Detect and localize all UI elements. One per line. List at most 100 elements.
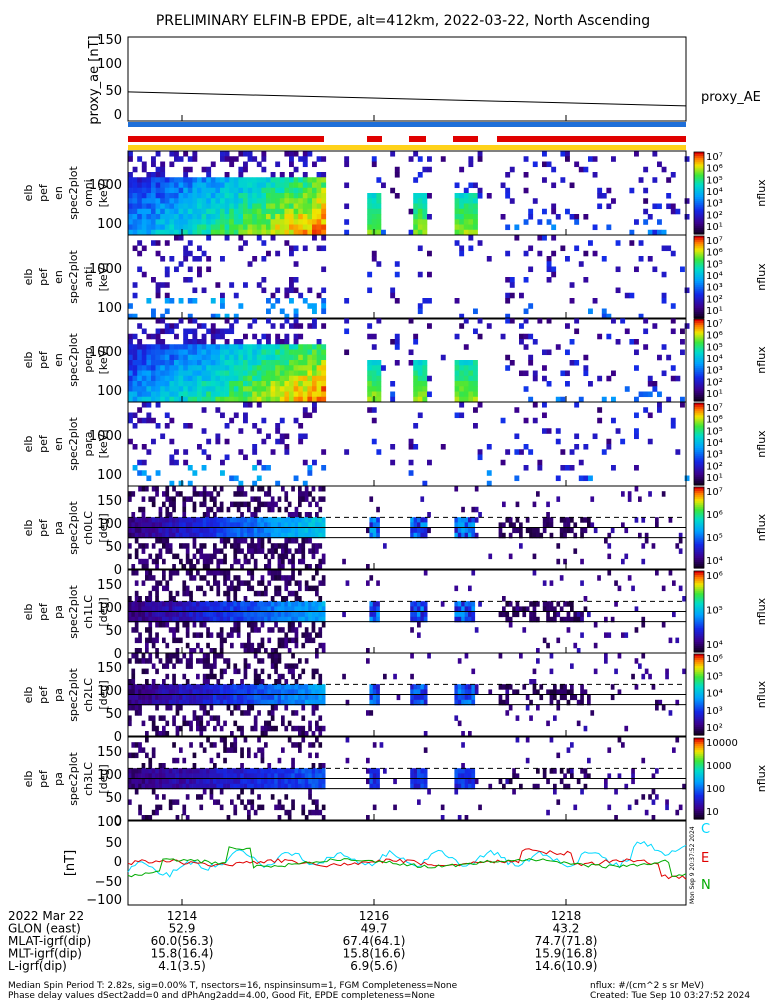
- mag-trace-c: [127, 841, 687, 878]
- mag-legend-n: N: [701, 878, 711, 893]
- pa-ytick: 50: [105, 540, 122, 555]
- pa-panel-3: 150 100 50 0 elb pef pa spec2plot ch3LC [deg] 1000…: [22, 736, 768, 829]
- status-bars: [128, 122, 686, 150]
- spec-2-cbar-tick: 10⁴: [706, 354, 723, 365]
- pa-0-cbar-tick: 10⁷: [706, 487, 723, 498]
- pa-3-cbar-tick: 1000: [706, 761, 731, 772]
- magnetic-field-panel: 100 50 0 −50 −100 [nT] C E N Mon Sep 9 2…: [63, 815, 711, 908]
- pa-ylabel-line: [deg]: [97, 764, 110, 793]
- spec-3-cbar-tick: 10¹: [706, 473, 723, 484]
- creation-stamp: Mon Sep 9 20:37:52 2024: [689, 826, 696, 904]
- pa-ylabel-line: pef: [37, 602, 50, 621]
- pa-ylabel-line: ch1LC: [82, 595, 95, 629]
- pa-ylabel-line: spec2plot: [67, 668, 80, 722]
- spec-2-cbar-tick: 10⁶: [706, 331, 723, 342]
- spec-ytick: 1000: [89, 429, 122, 444]
- spec-ylabel-line: perp: [82, 347, 95, 372]
- spec-0-cbar-tick: 10²: [706, 210, 723, 221]
- pa-ytick: 0: [114, 563, 122, 578]
- spec-ylabel-line: en: [52, 270, 65, 284]
- spec-0-cbar-tick: 10⁵: [706, 175, 723, 186]
- spec-0-cbar-tick: 10⁴: [706, 187, 723, 198]
- pa-2-cbar-tick: 10²: [706, 723, 723, 734]
- pa-ytick: 50: [105, 707, 122, 722]
- spec-ylabel-line: [keV]: [97, 430, 110, 459]
- spec-ylabel-line: spec2plot: [67, 417, 80, 471]
- spec-ylabel-line: elb: [22, 185, 35, 202]
- pa-2-cbar-tick: 10⁶: [706, 654, 723, 665]
- ephem-value: 15.8(16.6): [343, 947, 406, 961]
- ephem-value: 1218: [551, 909, 582, 923]
- spec-ylabel-line: elb: [22, 269, 35, 286]
- pa-3-cbar-tick: 100: [706, 784, 725, 795]
- ephemeris-table: 2022 Mar 22 1214 1216 1218 GLON (east) 52.9 49…: [8, 909, 597, 973]
- mag-field-traces: [127, 841, 687, 880]
- pa-ylabel-line: pef: [37, 685, 50, 704]
- pa-1-cbar-tick: 10⁵: [706, 606, 723, 617]
- spec-ylabel-line: para: [82, 432, 95, 457]
- pa-ytick: 150: [97, 494, 122, 509]
- pa-ylabel-line: pef: [37, 769, 50, 788]
- spec-2-cbar-tick: 10⁷: [706, 319, 723, 330]
- pa-ylabel-line: spec2plot: [67, 501, 80, 555]
- pa-2-cbar-tick: 10⁵: [706, 671, 723, 682]
- footer-right-1: nflux: #/(cm^2 s sr MeV): [590, 981, 704, 991]
- pa-0-colorbar: 10⁷ 10⁶ 10⁵ 10⁴ nflux: [693, 486, 768, 569]
- spec-1-cbar-tick: 10⁶: [706, 248, 723, 259]
- pa-1-cbar-tick: 10⁴: [706, 640, 723, 651]
- proxy-ae-panel: 150 100 50 0 proxy_ae [nT] proxy_AE: [87, 33, 761, 125]
- pa-ytick: 100: [97, 517, 122, 532]
- spec-ylabel-line: [keV]: [97, 263, 110, 292]
- spec-ytick: 100: [97, 384, 122, 399]
- spec-ylabel-line: [keV]: [97, 179, 110, 208]
- spec-3-cbar-tick: 10³: [706, 450, 723, 461]
- ephem-label: MLT-igrf(dip): [8, 947, 82, 961]
- ephem-value: 15.8(16.4): [151, 947, 214, 961]
- pa-ytick: 150: [97, 661, 122, 676]
- ephem-value: 15.9(16.8): [535, 947, 598, 961]
- spec-3-cbar-tick: 10⁶: [706, 415, 723, 426]
- mag-ytick-50: 50: [105, 836, 122, 851]
- pa-ytick: 150: [97, 578, 122, 593]
- pa-ytick: 50: [105, 791, 122, 806]
- spec-ylabel-line: en: [52, 186, 65, 200]
- spec-ytick: 1000: [89, 178, 122, 193]
- pa-ylabel-line: pa: [52, 605, 65, 619]
- spec-ylabel-line: pef: [37, 183, 50, 202]
- spec-ylabel-line: pef: [37, 434, 50, 453]
- ephem-value: 4.1(3.5): [158, 959, 206, 973]
- pa-ylabel-line: ch3LC: [82, 762, 95, 796]
- pa-2-cbar-label: nflux: [755, 680, 768, 708]
- proxy-ytick-0: 0: [114, 108, 122, 123]
- spec-3-cbar-tick: 10²: [706, 461, 723, 472]
- pa-3-cbar-tick: 10: [706, 807, 719, 818]
- spec-1-cbar-tick: 10³: [706, 283, 723, 294]
- ephem-value: 14.6(10.9): [535, 959, 598, 973]
- pa-ylabel-line: [deg]: [97, 597, 110, 626]
- spec-ylabel-line: elb: [22, 436, 35, 453]
- pa-ylabel-line: elb: [22, 687, 35, 704]
- mag-ytick-neg50: −50: [95, 875, 122, 890]
- pa-ytick: 0: [114, 814, 122, 829]
- pa-ylabel-line: elb: [22, 604, 35, 621]
- spec-ytick: 100: [97, 217, 122, 232]
- spec-0-cbar-label: nflux: [755, 179, 768, 207]
- pa-2-cbar-tick: 10⁴: [706, 689, 723, 700]
- pa-0-cbar-tick: 10⁴: [706, 556, 723, 567]
- spec-ylabel-line: spec2plot: [67, 166, 80, 220]
- figure-title: PRELIMINARY ELFIN-B EPDE, alt=412km, 202…: [156, 13, 650, 29]
- ephem-value: 74.7(71.8): [535, 934, 598, 948]
- spec-ytick: 100: [97, 301, 122, 316]
